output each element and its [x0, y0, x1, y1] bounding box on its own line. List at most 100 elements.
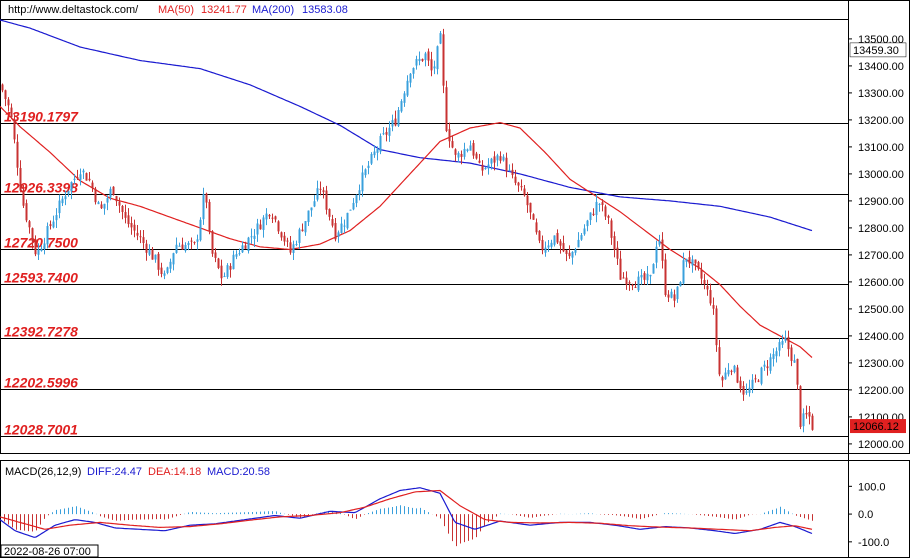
candle-body	[652, 264, 655, 274]
candle-body	[319, 188, 322, 190]
candle-body	[439, 33, 442, 44]
candle-body	[637, 276, 640, 291]
candle-body	[187, 243, 190, 246]
candle-body	[562, 243, 565, 252]
candle-body	[268, 214, 271, 217]
candle-body	[457, 152, 460, 158]
ma50-value: 13241.77	[201, 4, 247, 16]
candle-body	[235, 254, 238, 257]
candle-body	[136, 232, 139, 236]
candle-body	[334, 222, 337, 240]
candle-body	[193, 242, 196, 244]
candle-body	[583, 228, 586, 235]
candle-body	[166, 267, 169, 273]
candle-body	[427, 51, 430, 61]
ma50-series	[0, 105, 813, 358]
macd-diff-line	[0, 487, 813, 538]
candle-body	[436, 46, 439, 70]
candle-body	[346, 212, 349, 229]
candle-body	[190, 240, 193, 242]
candle-body	[622, 277, 625, 279]
candle-body	[796, 358, 799, 385]
candle-body	[160, 267, 163, 275]
level-label: 12720.7500	[4, 235, 78, 251]
candle-body	[538, 230, 541, 241]
candle-body	[676, 286, 679, 300]
candle-body	[598, 203, 601, 205]
candle-body	[415, 59, 418, 66]
level-label: 12028.7001	[4, 422, 78, 438]
candle-body	[88, 178, 91, 181]
candle-body	[784, 337, 787, 341]
candle-body	[94, 188, 97, 203]
candle-body	[604, 206, 607, 217]
candle-body	[25, 203, 28, 221]
candle-body	[718, 347, 721, 375]
candle-body	[748, 387, 751, 393]
candle-body	[310, 207, 313, 211]
candle-body	[322, 190, 325, 193]
candle-body	[217, 258, 220, 268]
candle-body	[82, 170, 85, 173]
macd-dea-line	[0, 489, 813, 532]
candle-body	[472, 143, 475, 156]
price-tick-label: 12500.00	[858, 304, 904, 316]
candle-body	[493, 156, 496, 163]
candle-body	[394, 118, 397, 126]
candle-body	[211, 231, 214, 254]
price-tags: 13459.30 12066.12	[849, 42, 907, 434]
candle-body	[508, 169, 511, 171]
price-axis: 13500.0013400.0013300.0013200.0013100.00…	[848, 34, 904, 451]
candle-body	[550, 242, 553, 247]
candle-body	[691, 259, 694, 266]
candle-body	[424, 53, 427, 61]
candle-body	[667, 294, 670, 298]
candle-body	[535, 222, 538, 233]
candle-body	[727, 369, 730, 375]
candle-body	[127, 215, 130, 225]
candle-body	[361, 172, 364, 192]
candle-body	[91, 182, 94, 189]
candle-body	[646, 273, 649, 281]
candle-body	[307, 210, 310, 223]
candle-body	[355, 195, 358, 204]
price-tick-label: 12300.00	[858, 358, 904, 370]
candle-body	[262, 217, 265, 230]
candle-body	[760, 367, 763, 384]
price-tick-label: 13200.00	[858, 115, 904, 127]
candle-body	[49, 224, 52, 226]
candle-body	[292, 244, 295, 253]
candle-body	[139, 236, 142, 238]
candle-body	[109, 188, 112, 198]
site-url[interactable]: http://www.deltastock.com/	[8, 4, 139, 16]
candle-body	[19, 168, 22, 191]
candle-body	[172, 253, 175, 265]
candle-body	[271, 217, 274, 219]
candle-body	[409, 73, 412, 83]
candle-body	[430, 59, 433, 71]
candle-body	[16, 141, 19, 168]
candle-body	[556, 232, 559, 243]
macd-diff-series	[0, 487, 813, 538]
candle-body	[475, 153, 478, 159]
candle-body	[478, 160, 481, 163]
candle-body	[4, 90, 7, 99]
level-label: 12392.7278	[4, 324, 78, 340]
price-panel-frame	[0, 0, 910, 454]
candle-body	[385, 132, 388, 135]
candle-body	[214, 252, 217, 258]
candle-body	[196, 239, 199, 242]
candle-body	[670, 291, 673, 298]
level-label: 12926.3398	[4, 180, 78, 196]
candle-body	[397, 110, 400, 126]
candle-body	[133, 224, 136, 231]
candle-body	[694, 259, 697, 264]
price-tick-label: 12000.00	[858, 439, 904, 451]
candle-body	[118, 201, 121, 206]
candle-body	[124, 211, 127, 218]
candle-body	[610, 220, 613, 238]
candle-body	[781, 340, 784, 345]
candle-body	[448, 129, 451, 142]
candle-body	[226, 265, 229, 277]
candle-body	[259, 224, 262, 230]
